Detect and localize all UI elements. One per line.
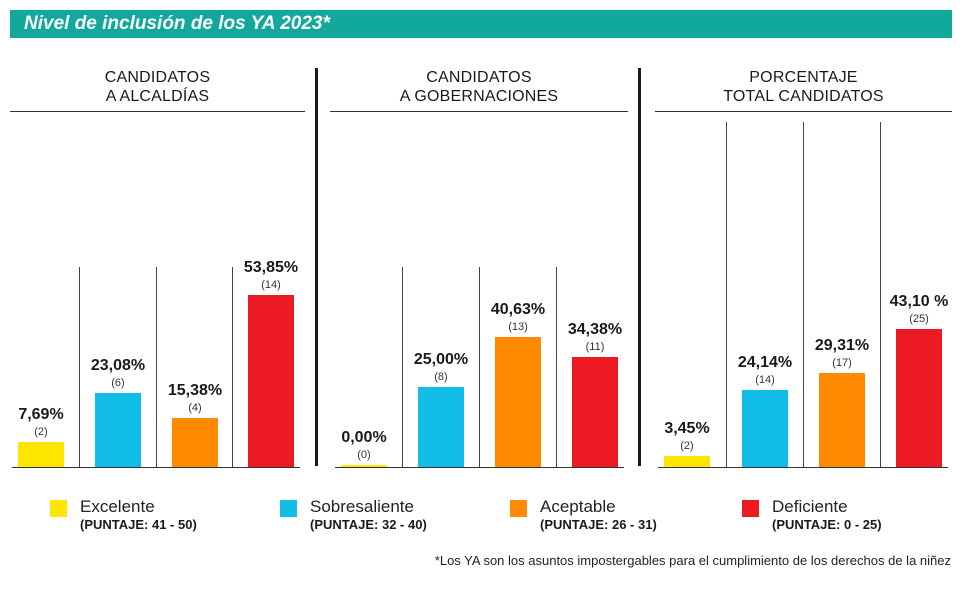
bar-count-label: (14) bbox=[755, 373, 775, 386]
bar-value-label: 3,45% bbox=[664, 419, 710, 437]
legend-range: (PUNTAJE: 0 - 25) bbox=[772, 517, 882, 532]
bar-count-label: (25) bbox=[909, 313, 929, 326]
bar-divider-line bbox=[156, 267, 157, 467]
bar-count-label: (4) bbox=[188, 401, 202, 414]
panel-header-gobernaciones: CANDIDATOS A GOBERNACIONES bbox=[330, 68, 628, 106]
bar-value-label: 7,69% bbox=[18, 406, 64, 424]
bar-deficiente bbox=[248, 294, 294, 467]
bar-count-label: (17) bbox=[832, 357, 852, 370]
footnote: *Los YA son los asuntos impostergables p… bbox=[434, 553, 951, 568]
bar-divider-line bbox=[726, 122, 727, 467]
panel-title-line1: PORCENTAJE bbox=[749, 69, 858, 86]
bar-sobresaliente bbox=[742, 389, 788, 467]
legend-label: Sobresaliente bbox=[310, 497, 414, 516]
bar-value-label: 29,31% bbox=[814, 337, 870, 355]
bar-excelente bbox=[664, 455, 710, 467]
bar-divider-line bbox=[402, 267, 403, 467]
bar-count-label: (13) bbox=[508, 320, 528, 333]
bar-value-label: 23,08% bbox=[90, 357, 146, 375]
bar-count-label: (8) bbox=[434, 371, 448, 383]
legend-range: (PUNTAJE: 41 - 50) bbox=[80, 517, 197, 532]
panel-header-rule bbox=[655, 111, 952, 112]
legend-swatch bbox=[50, 500, 67, 517]
bar-excelente bbox=[18, 442, 64, 467]
panel-title-line1: CANDIDATOS bbox=[426, 69, 532, 86]
legend-label: Aceptable bbox=[540, 497, 616, 516]
chart-baseline bbox=[12, 467, 300, 468]
bar-divider-line bbox=[803, 122, 804, 467]
panel-header-alcaldias: CANDIDATOS A ALCALDÍAS bbox=[10, 68, 305, 106]
bar-excelente bbox=[341, 465, 387, 467]
legend-swatch bbox=[280, 500, 297, 517]
panel-title-line2: A GOBERNACIONES bbox=[399, 88, 559, 105]
panel-separator bbox=[315, 68, 318, 466]
legend-swatch bbox=[510, 500, 527, 517]
bar-value-label: 43,10 % bbox=[889, 293, 949, 311]
bar-divider-line bbox=[880, 122, 881, 467]
legend-range: (PUNTAJE: 26 - 31) bbox=[540, 517, 657, 532]
bar-divider-line bbox=[556, 267, 557, 467]
bar-divider-line bbox=[79, 267, 80, 467]
chart-title: Nivel de inclusión de los YA 2023* bbox=[24, 13, 330, 34]
bar-value-label: 53,85% bbox=[243, 258, 299, 276]
chart-baseline bbox=[658, 467, 948, 468]
bar-aceptable bbox=[495, 336, 541, 467]
bar-aceptable bbox=[172, 417, 218, 467]
chart-baseline bbox=[335, 467, 624, 468]
bar-value-label: 15,38% bbox=[167, 381, 223, 399]
bar-value-label: 0,00% bbox=[341, 429, 387, 446]
legend-label: Excelente bbox=[80, 497, 155, 516]
panel-header-rule bbox=[330, 111, 628, 112]
panel-title-line2: A ALCALDÍAS bbox=[105, 88, 210, 105]
panel-title-line1: CANDIDATOS bbox=[104, 69, 211, 86]
bar-aceptable bbox=[819, 373, 865, 467]
bar-count-label: (14) bbox=[261, 278, 281, 291]
legend-label: Deficiente bbox=[772, 497, 848, 516]
legend-swatch bbox=[742, 500, 759, 517]
bar-value-label: 24,14% bbox=[737, 353, 793, 371]
bar-count-label: (6) bbox=[111, 377, 125, 390]
bar-divider-line bbox=[232, 267, 233, 467]
bar-count-label: (2) bbox=[680, 439, 694, 452]
bar-value-label: 40,63% bbox=[490, 300, 546, 318]
bar-sobresaliente bbox=[418, 387, 464, 467]
bar-sobresaliente bbox=[95, 393, 141, 467]
bar-value-label: 25,00% bbox=[413, 351, 469, 368]
bar-value-label: 34,38% bbox=[567, 320, 623, 338]
bar-count-label: (2) bbox=[34, 426, 48, 439]
bar-deficiente bbox=[572, 356, 618, 467]
panel-header-total: PORCENTAJE TOTAL CANDIDATOS bbox=[655, 68, 952, 106]
bar-count-label: (11) bbox=[585, 340, 605, 353]
panel-title-line2: TOTAL CANDIDATOS bbox=[723, 88, 884, 105]
bar-divider-line bbox=[479, 267, 480, 467]
bar-count-label: (0) bbox=[357, 449, 371, 461]
bar-deficiente bbox=[896, 329, 942, 467]
panel-header-rule bbox=[10, 111, 305, 112]
panel-separator bbox=[638, 68, 641, 466]
legend-range: (PUNTAJE: 32 - 40) bbox=[310, 517, 427, 532]
title-bar: Nivel de inclusión de los YA 2023* bbox=[10, 10, 952, 38]
